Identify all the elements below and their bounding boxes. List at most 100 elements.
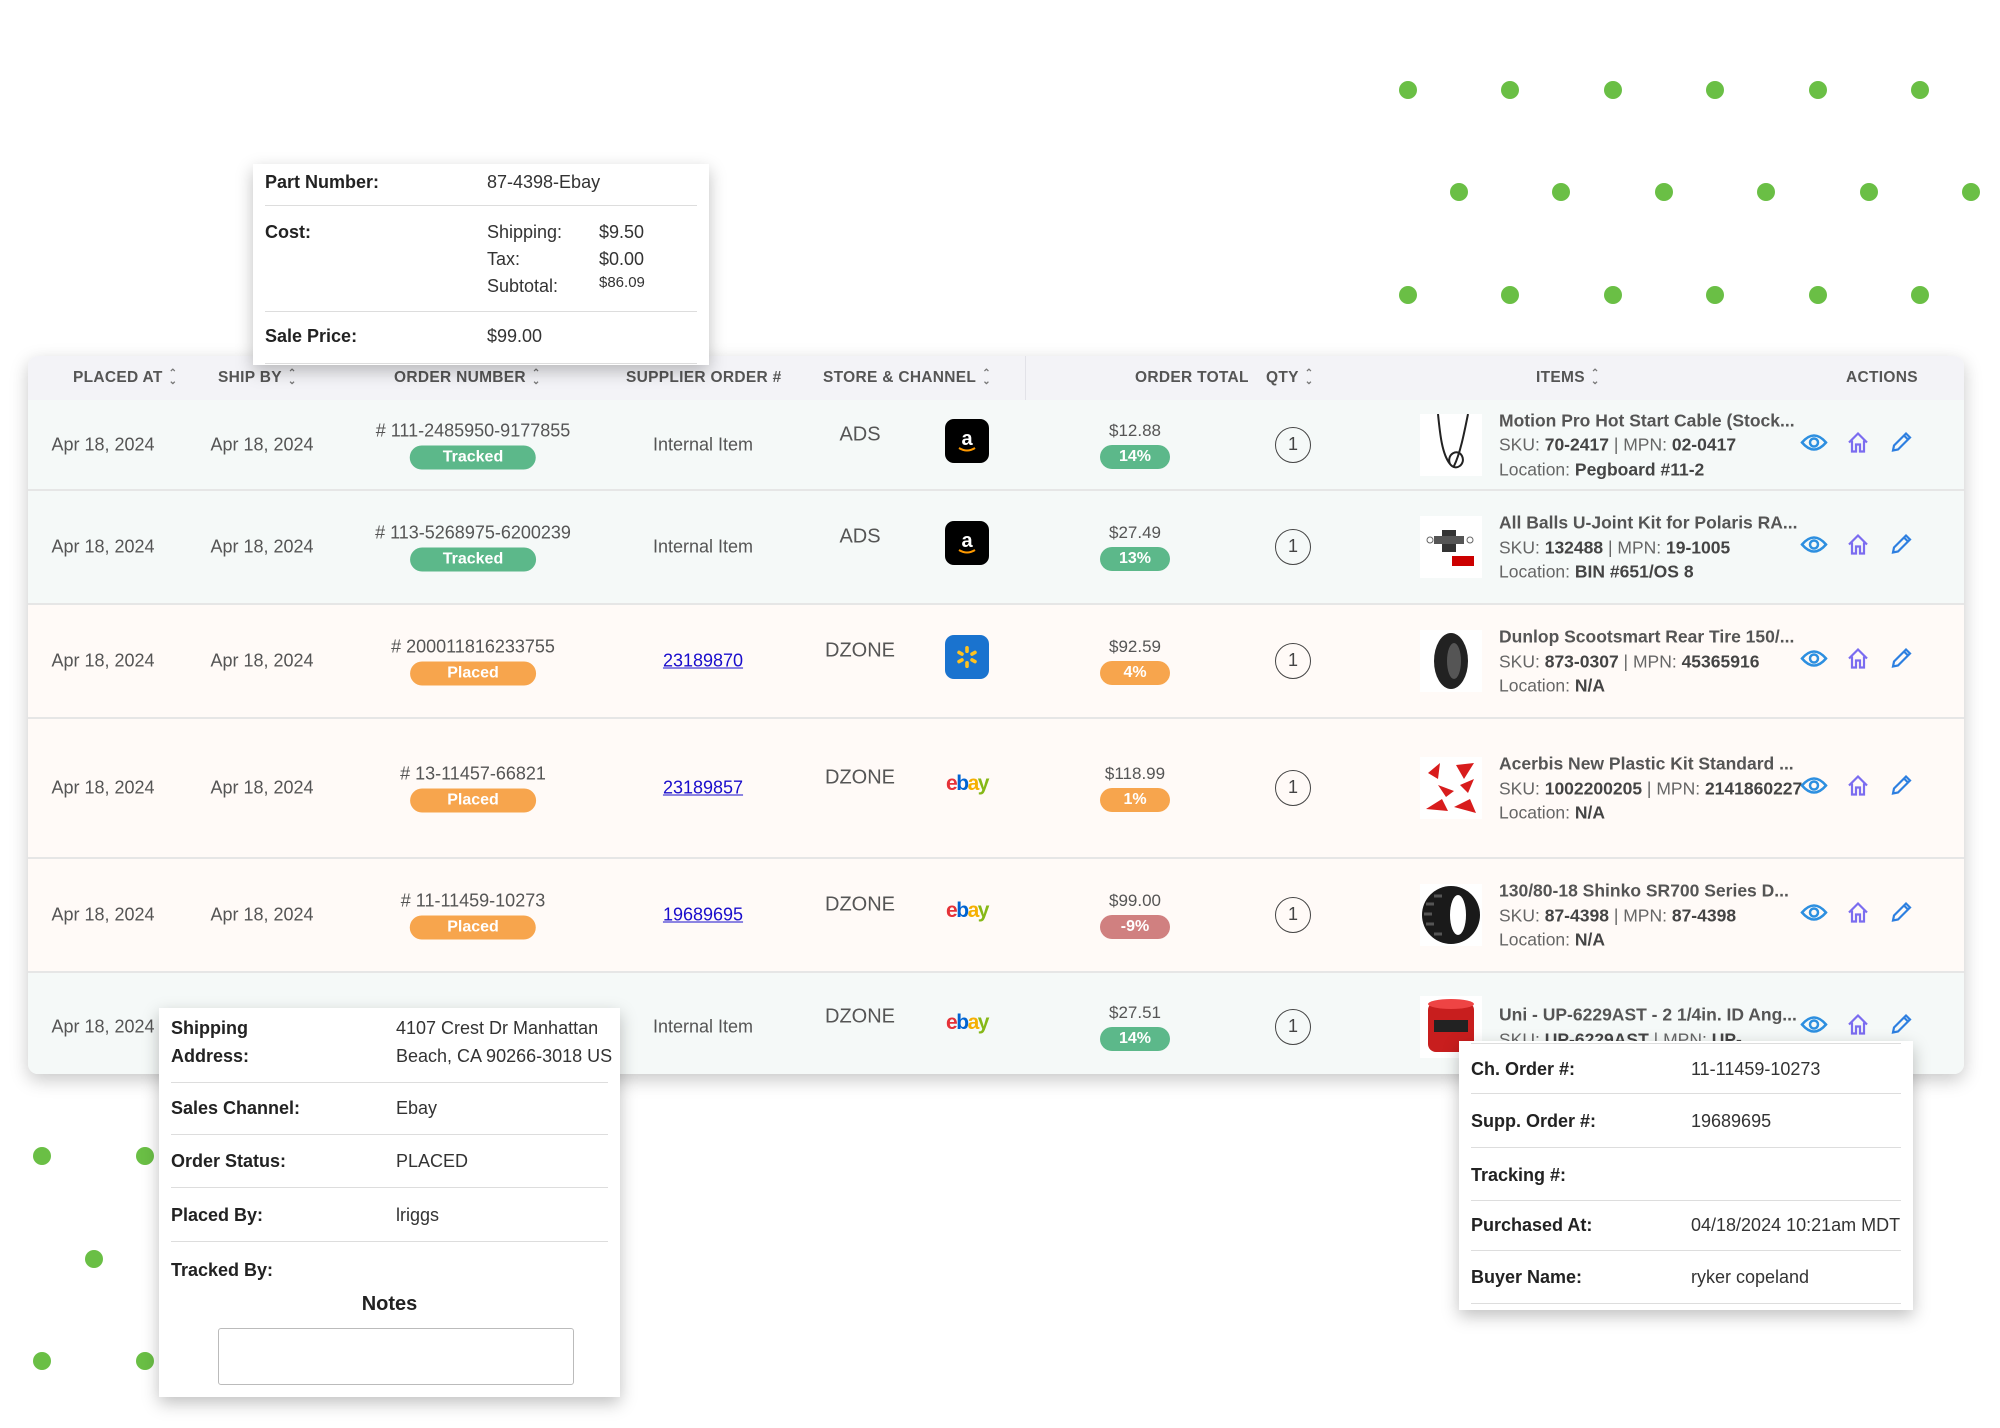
item-mpn: 87-4398	[1671, 904, 1737, 925]
item-title[interactable]: Motion Pro Hot Start Cable (Stock...	[1499, 409, 1795, 430]
table-row[interactable]: Apr 18, 2024 Apr 18, 2024 # 113-5268975-62…	[28, 491, 1964, 605]
decorative-dot	[33, 1147, 51, 1165]
edit-pencil-icon[interactable]	[1889, 647, 1913, 676]
decorative-dot	[1450, 183, 1468, 201]
supplier-order-link[interactable]: 23189857	[662, 777, 744, 798]
sort-icon[interactable]: ⌃ ⌄	[531, 367, 541, 387]
order-number[interactable]: # 200011816233755	[391, 636, 555, 657]
decorative-dot	[136, 1147, 154, 1165]
edit-pencil-icon[interactable]	[1889, 774, 1913, 803]
product-ujoint-image	[1420, 516, 1482, 578]
column-header-label: ACTIONS	[1846, 369, 1918, 386]
sort-icon[interactable]: ⌃ ⌄	[168, 367, 178, 387]
column-header[interactable]: PLACED AT ⌃ ⌄	[73, 367, 178, 387]
product-air-filter-image	[1420, 996, 1482, 1058]
table-row[interactable]: Apr 18, 2024 Apr 18, 2024 # 11-11459-10273…	[28, 859, 1964, 973]
margin-badge: 1%	[1100, 788, 1170, 812]
view-eye-icon[interactable]	[1800, 649, 1828, 674]
order-number[interactable]: # 111-2485950-9177855	[375, 420, 571, 440]
edit-pencil-icon[interactable]	[1889, 533, 1913, 562]
item-location: BIN #651/OS 8	[1574, 561, 1694, 582]
shipping-address-label-line1: Shipping	[171, 1018, 248, 1038]
supplier-order-link[interactable]: 23189870	[662, 650, 744, 671]
ship-by: Apr 18, 2024	[210, 536, 314, 557]
ebay-logo-icon: ebay	[946, 899, 989, 922]
sort-icon[interactable]: ⌃ ⌄	[1304, 367, 1314, 387]
shipping-address-line2: Beach, CA 90266-3018 US	[396, 1046, 613, 1066]
order-number[interactable]: # 11-11459-10273	[400, 890, 546, 911]
order-total: $92.59	[1109, 637, 1161, 656]
order-number[interactable]: # 113-5268975-6200239	[375, 522, 571, 543]
sort-icon[interactable]: ⌃ ⌄	[287, 367, 297, 387]
edit-pencil-icon[interactable]	[1889, 430, 1913, 459]
table-row[interactable]: Apr 18, 2024 Apr 18, 2024 # 20001181623375…	[28, 605, 1964, 719]
notes-heading: Notes	[361, 1293, 418, 1315]
item-title[interactable]: Uni - UP-6229AST - 2 1/4in. ID Ang...	[1499, 1004, 1797, 1025]
margin-badge: -9%	[1100, 915, 1170, 939]
warehouse-home-icon[interactable]	[1846, 430, 1870, 459]
warehouse-home-icon[interactable]	[1846, 647, 1870, 676]
edit-pencil-icon[interactable]	[1889, 1013, 1913, 1042]
placed-by-value: lriggs	[396, 1205, 440, 1225]
placed-at: Apr 18, 2024	[51, 777, 155, 798]
decorative-dot	[136, 1352, 154, 1370]
shipping-label: Shipping:	[487, 222, 563, 242]
warehouse-home-icon[interactable]	[1846, 774, 1870, 803]
order-number[interactable]: # 13-11457-66821	[400, 763, 546, 784]
item-location: N/A	[1574, 802, 1606, 823]
decorative-dot	[1757, 183, 1775, 201]
view-eye-icon[interactable]	[1800, 776, 1828, 801]
column-header-label: STORE & CHANNEL	[823, 369, 977, 386]
purchased-at-label: Purchased At:	[1471, 1215, 1593, 1235]
item-title[interactable]: Acerbis New Plastic Kit Standard ...	[1499, 753, 1794, 774]
item-sku: 87-4398	[1544, 904, 1609, 925]
item-title[interactable]: 130/80-18 Shinko SR700 Series D...	[1499, 880, 1789, 901]
item-mpn: 19-1005	[1666, 536, 1731, 557]
store-name: DZONE	[825, 1005, 895, 1028]
notes-textarea[interactable]	[218, 1328, 574, 1385]
column-header[interactable]: STORE & CHANNEL ⌃ ⌄	[823, 367, 991, 387]
sort-icon[interactable]: ⌃ ⌄	[982, 367, 991, 387]
subtotal-value: $86.09	[599, 274, 645, 291]
item-title[interactable]: All Balls U-Joint Kit for Polaris RA...	[1499, 512, 1798, 533]
view-eye-icon[interactable]	[1800, 903, 1828, 928]
sale-price-value: $99.00	[487, 326, 543, 346]
buyer-name-value: ryker copeland	[1691, 1267, 1810, 1287]
warehouse-home-icon[interactable]	[1846, 1013, 1870, 1042]
part-number-label: Part Number:	[265, 172, 380, 192]
table-row[interactable]: Apr 18, 2024 Apr 18, 2024 # 13-11457-66821…	[28, 719, 1964, 859]
item-sku: 873-0307	[1544, 650, 1619, 671]
column-header[interactable]: ITEMS ⌃ ⌄	[1536, 367, 1600, 387]
view-eye-icon[interactable]	[1800, 432, 1828, 457]
shipping-address-label-line2: Address:	[171, 1046, 250, 1066]
decorative-dot	[33, 1352, 51, 1370]
item-title[interactable]: Dunlop Scootsmart Rear Tire 150/...	[1499, 626, 1795, 647]
view-eye-icon[interactable]	[1800, 535, 1828, 560]
header-divider	[1025, 356, 1026, 400]
column-header[interactable]: QTY ⌃ ⌄	[1266, 367, 1314, 387]
order-total: $27.49	[1109, 523, 1161, 542]
subtotal-label: Subtotal:	[487, 276, 559, 296]
column-header-label: SUPPLIER ORDER #	[626, 369, 782, 386]
svg-text:a: a	[961, 428, 973, 450]
store-name: DZONE	[825, 766, 895, 789]
shipping-value: $9.50	[599, 222, 645, 242]
decorative-dot	[1911, 286, 1929, 304]
supplier-order-link[interactable]: 19689695	[662, 904, 744, 925]
column-header[interactable]: SHIP BY ⌃ ⌄	[218, 367, 297, 387]
quantity-badge: 1	[1275, 643, 1311, 679]
warehouse-home-icon[interactable]	[1846, 901, 1870, 930]
margin-badge: 14%	[1100, 444, 1170, 469]
decorative-dot	[1706, 81, 1724, 99]
warehouse-home-icon[interactable]	[1846, 533, 1870, 562]
table-row[interactable]: Apr 18, 2024 Apr 18, 2024 # 111-2485950-91…	[28, 400, 1964, 491]
order-status-badge: Placed	[410, 915, 536, 940]
sort-icon[interactable]: ⌃ ⌄	[1590, 367, 1600, 387]
edit-pencil-icon[interactable]	[1889, 901, 1913, 930]
channel-order-label: Ch. Order #:	[1471, 1059, 1576, 1079]
column-header[interactable]: ORDER NUMBER ⌃ ⌄	[394, 367, 541, 387]
placed-at: Apr 18, 2024	[51, 536, 155, 557]
item-location: Pegboard #11-2	[1574, 458, 1705, 479]
view-eye-icon[interactable]	[1800, 1015, 1828, 1040]
decorative-dot	[1501, 286, 1519, 304]
